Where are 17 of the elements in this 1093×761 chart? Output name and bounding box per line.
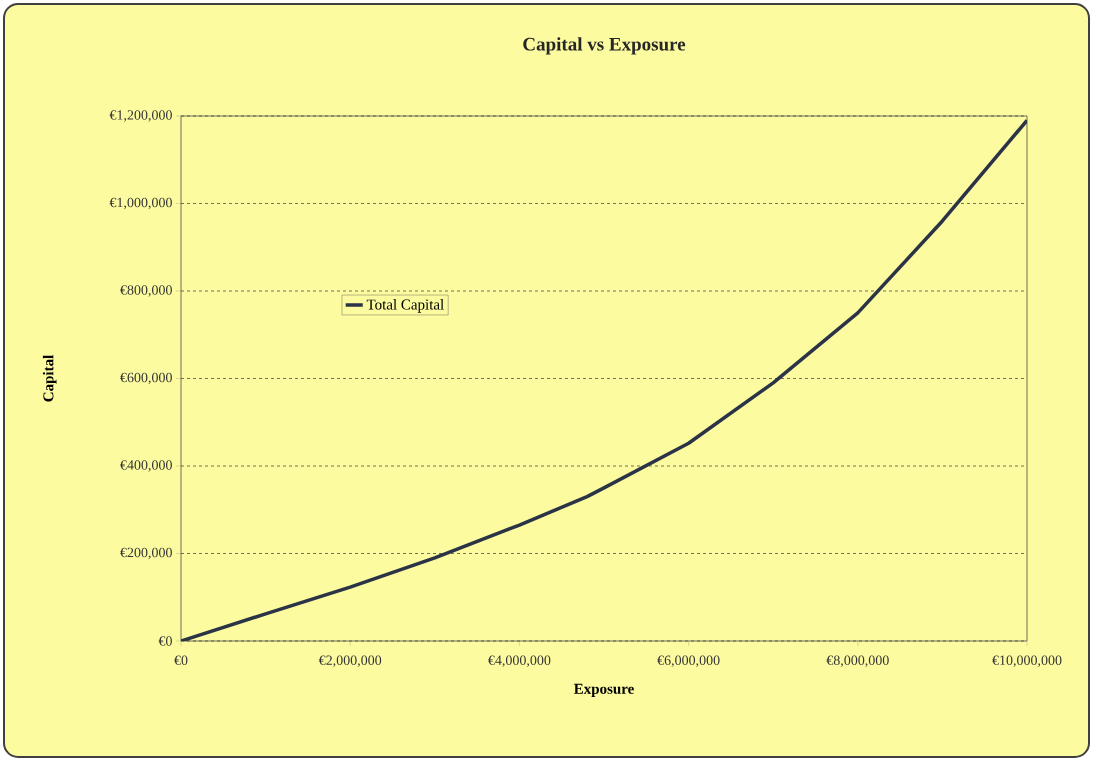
y-tick-label: €1,000,000 <box>109 197 172 210</box>
y-tick-label: €0 <box>158 636 172 646</box>
x-tick-label: €4,000,000 <box>488 655 551 667</box>
y-tick-label: €600,000 <box>120 372 172 385</box>
legend-label: Total Capital <box>366 299 444 313</box>
x-tick-label: €0 <box>174 655 188 665</box>
x-tick-label: €8,000,000 <box>826 655 889 667</box>
y-tick-label: €800,000 <box>120 285 172 297</box>
y-tick-label: €1,200,000 <box>109 110 172 122</box>
x-axis-title: Exposure <box>573 683 634 697</box>
x-tick-label: €2,000,000 <box>318 655 382 667</box>
x-tick-label: €10,000,000 <box>992 655 1062 667</box>
y-tick-label: €200,000 <box>120 547 172 560</box>
y-tick-label: €400,000 <box>120 460 172 472</box>
y-axis-title: Capital <box>42 355 57 402</box>
chart-title: Capital vs Exposure <box>523 37 686 55</box>
x-tick-label: €6,000,000 <box>657 655 720 667</box>
